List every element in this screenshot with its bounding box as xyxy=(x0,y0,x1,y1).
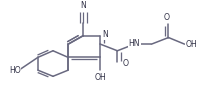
Text: HN: HN xyxy=(129,39,140,48)
Text: N: N xyxy=(102,30,108,39)
Text: N: N xyxy=(80,1,86,10)
Text: O: O xyxy=(164,13,170,22)
Text: OH: OH xyxy=(186,40,197,49)
Text: HO: HO xyxy=(9,66,21,75)
Text: O: O xyxy=(123,59,129,68)
Text: OH: OH xyxy=(94,73,106,82)
